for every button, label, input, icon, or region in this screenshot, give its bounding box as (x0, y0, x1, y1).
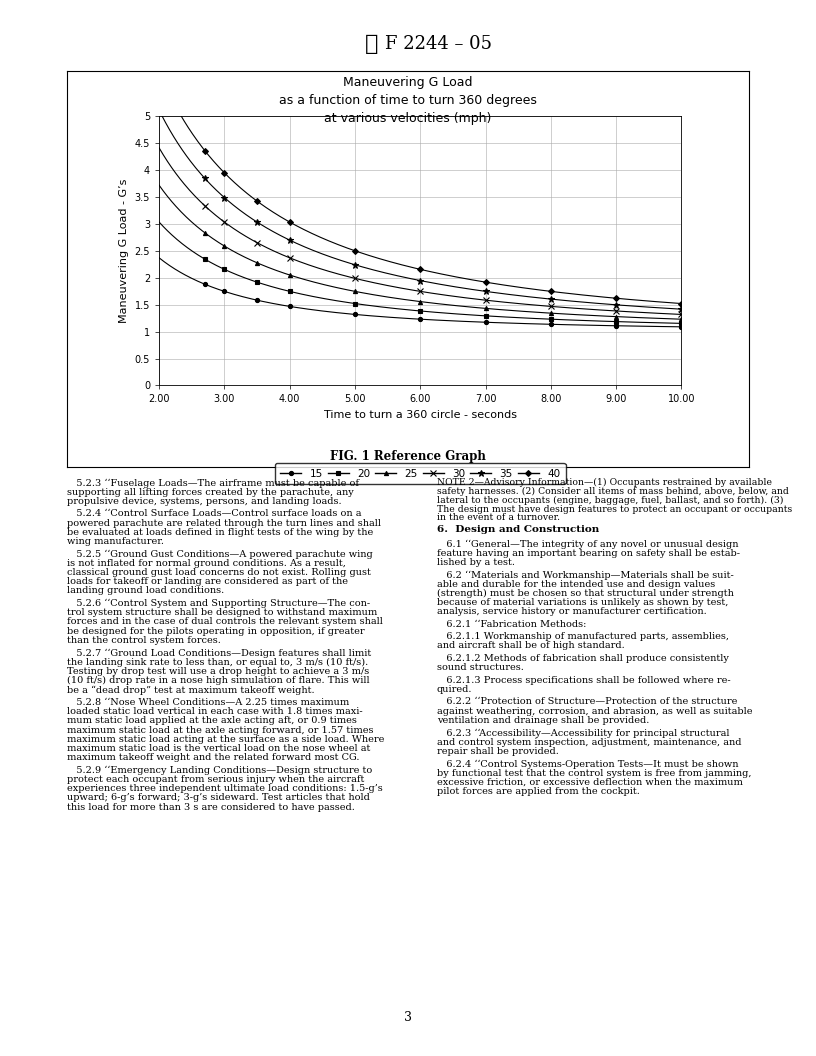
Text: (strength) must be chosen so that structural under strength: (strength) must be chosen so that struct… (437, 589, 734, 598)
Text: maximum static load is the vertical load on the nose wheel at: maximum static load is the vertical load… (67, 744, 370, 753)
Text: loaded static load vertical in each case with 1.8 times maxi-: loaded static load vertical in each case… (67, 708, 362, 716)
Text: F 2244 – 05: F 2244 – 05 (385, 35, 492, 54)
Text: NOTE 2—Advisory Information—(1) Occupants restrained by available: NOTE 2—Advisory Information—(1) Occupant… (437, 478, 772, 488)
Text: the landing sink rate to less than, or equal to, 3 m/s (10 ft/s).: the landing sink rate to less than, or e… (67, 658, 368, 666)
Text: Ⓜ: Ⓜ (365, 35, 378, 54)
Text: landing ground load conditions.: landing ground load conditions. (67, 586, 224, 596)
Text: lished by a test.: lished by a test. (437, 558, 515, 567)
Text: pilot forces are applied from the cockpit.: pilot forces are applied from the cockpi… (437, 787, 640, 796)
Text: powered parachute are related through the turn lines and shall: powered parachute are related through th… (67, 518, 381, 528)
Text: maximum static load acting at the surface as a side load. Where: maximum static load acting at the surfac… (67, 735, 384, 743)
Text: Maneuvering G Load
as a function of time to turn 360 degrees
at various velociti: Maneuvering G Load as a function of time… (279, 76, 537, 125)
Text: FIG. 1 Reference Graph: FIG. 1 Reference Graph (330, 450, 486, 463)
Text: 6.2.3 ‘‘Accessibility—Accessibility for principal structural: 6.2.3 ‘‘Accessibility—Accessibility for … (437, 729, 729, 738)
Text: experiences three independent ultimate load conditions: 1.5-g’s: experiences three independent ultimate l… (67, 785, 383, 793)
Text: and control system inspection, adjustment, maintenance, and: and control system inspection, adjustmen… (437, 737, 741, 747)
Text: feature having an important bearing on safety shall be estab-: feature having an important bearing on s… (437, 548, 739, 558)
Text: 6.2.1.3 Process specifications shall be followed where re-: 6.2.1.3 Process specifications shall be … (437, 676, 730, 684)
Text: ventilation and drainage shall be provided.: ventilation and drainage shall be provid… (437, 716, 649, 724)
Text: by functional test that the control system is free from jamming,: by functional test that the control syst… (437, 769, 751, 777)
Text: against weathering, corrosion, and abrasion, as well as suitable: against weathering, corrosion, and abras… (437, 706, 752, 716)
Text: able and durable for the intended use and design values: able and durable for the intended use an… (437, 580, 715, 588)
Text: 6.2.4 ‘‘Control Systems-Operation Tests—It must be shown: 6.2.4 ‘‘Control Systems-Operation Tests—… (437, 759, 738, 769)
Text: Testing by drop test will use a drop height to achieve a 3 m/s: Testing by drop test will use a drop hei… (67, 666, 369, 676)
Text: 6.2.2 ‘‘Protection of Structure—Protection of the structure: 6.2.2 ‘‘Protection of Structure—Protecti… (437, 697, 737, 706)
Text: lateral to the occupants (engine, baggage, fuel, ballast, and so forth). (3): lateral to the occupants (engine, baggag… (437, 496, 783, 505)
Text: wing manufacturer.: wing manufacturer. (67, 538, 164, 546)
Text: 5.2.9 ‘‘Emergency Landing Conditions—Design structure to: 5.2.9 ‘‘Emergency Landing Conditions—Des… (67, 766, 372, 775)
Text: 5.2.7 ‘‘Ground Load Conditions—Design features shall limit: 5.2.7 ‘‘Ground Load Conditions—Design fe… (67, 648, 371, 658)
Text: and aircraft shall be of high standard.: and aircraft shall be of high standard. (437, 641, 624, 650)
Legend: 15, 20, 25, 30, 35, 40: 15, 20, 25, 30, 35, 40 (275, 464, 565, 484)
Text: The design must have design features to protect an occupant or occupants: The design must have design features to … (437, 505, 792, 513)
Text: maximum static load at the axle acting forward, or 1.57 times: maximum static load at the axle acting f… (67, 725, 374, 735)
Text: be evaluated at loads defined in flight tests of the wing by the: be evaluated at loads defined in flight … (67, 528, 373, 536)
Text: this load for more than 3 s are considered to have passed.: this load for more than 3 s are consider… (67, 803, 355, 812)
Text: 6.2.1.2 Methods of fabrication shall produce consistently: 6.2.1.2 Methods of fabrication shall pro… (437, 654, 729, 663)
Text: classical ground gust load concerns do not exist. Rolling gust: classical ground gust load concerns do n… (67, 568, 370, 577)
Text: trol system structure shall be designed to withstand maximum: trol system structure shall be designed … (67, 608, 377, 617)
Text: quired.: quired. (437, 685, 472, 694)
Text: 6.  Design and Construction: 6. Design and Construction (437, 526, 599, 534)
Text: 5.2.4 ‘‘Control Surface Loads—Control surface loads on a: 5.2.4 ‘‘Control Surface Loads—Control su… (67, 509, 361, 518)
Text: 5.2.3 ‘‘Fuselage Loads—The airframe must be capable of: 5.2.3 ‘‘Fuselage Loads—The airframe must… (67, 478, 359, 488)
Text: than the control system forces.: than the control system forces. (67, 636, 221, 645)
Text: be designed for the pilots operating in opposition, if greater: be designed for the pilots operating in … (67, 626, 365, 636)
Text: 6.2.1 ‘‘Fabrication Methods:: 6.2.1 ‘‘Fabrication Methods: (437, 620, 586, 628)
Text: loads for takeoff or landing are considered as part of the: loads for takeoff or landing are conside… (67, 578, 348, 586)
Text: upward; 6-g’s forward; 3-g’s sideward. Test articles that hold: upward; 6-g’s forward; 3-g’s sideward. T… (67, 793, 370, 803)
Text: safety harnesses. (2) Consider all items of mass behind, above, below, and: safety harnesses. (2) Consider all items… (437, 487, 788, 496)
Y-axis label: Maneuvering G Load - G’s: Maneuvering G Load - G’s (119, 178, 129, 323)
Text: mum static load applied at the axle acting aft, or 0.9 times: mum static load applied at the axle acti… (67, 716, 357, 725)
Text: 5.2.5 ‘‘Ground Gust Conditions—A powered parachute wing: 5.2.5 ‘‘Ground Gust Conditions—A powered… (67, 549, 373, 559)
X-axis label: Time to turn a 360 circle - seconds: Time to turn a 360 circle - seconds (324, 410, 517, 420)
Text: 5.2.8 ‘‘Nose Wheel Conditions—A 2.25 times maximum: 5.2.8 ‘‘Nose Wheel Conditions—A 2.25 tim… (67, 698, 349, 706)
Text: sound structures.: sound structures. (437, 663, 523, 673)
Text: 5.2.6 ‘‘Control System and Supporting Structure—The con-: 5.2.6 ‘‘Control System and Supporting St… (67, 599, 370, 608)
Text: forces and in the case of dual controls the relevant system shall: forces and in the case of dual controls … (67, 618, 383, 626)
Text: analysis, service history or manufacturer certification.: analysis, service history or manufacture… (437, 607, 707, 617)
Text: is not inflated for normal ground conditions. As a result,: is not inflated for normal ground condit… (67, 559, 346, 568)
Text: because of material variations is unlikely as shown by test,: because of material variations is unlike… (437, 598, 728, 607)
Text: propulsive device, systems, persons, and landing loads.: propulsive device, systems, persons, and… (67, 497, 342, 506)
Text: 6.2.1.1 Workmanship of manufactured parts, assemblies,: 6.2.1.1 Workmanship of manufactured part… (437, 633, 729, 641)
Text: protect each occupant from serious injury when the aircraft: protect each occupant from serious injur… (67, 775, 364, 784)
Text: maximum takeoff weight and the related forward most CG.: maximum takeoff weight and the related f… (67, 753, 359, 762)
Text: 3: 3 (404, 1012, 412, 1024)
Text: excessive friction, or excessive deflection when the maximum: excessive friction, or excessive deflect… (437, 777, 743, 787)
Text: be a “dead drop” test at maximum takeoff weight.: be a “dead drop” test at maximum takeoff… (67, 685, 314, 695)
Text: (10 ft/s) drop rate in a nose high simulation of flare. This will: (10 ft/s) drop rate in a nose high simul… (67, 676, 370, 685)
Text: supporting all lifting forces created by the parachute, any: supporting all lifting forces created by… (67, 488, 353, 496)
Text: 6.2 ‘‘Materials and Workmanship—Materials shall be suit-: 6.2 ‘‘Materials and Workmanship—Material… (437, 570, 734, 580)
Text: in the event of a turnover.: in the event of a turnover. (437, 513, 560, 523)
Text: repair shall be provided.: repair shall be provided. (437, 747, 558, 756)
Text: 6.1 ‘‘General—The integrity of any novel or unusual design: 6.1 ‘‘General—The integrity of any novel… (437, 540, 738, 549)
